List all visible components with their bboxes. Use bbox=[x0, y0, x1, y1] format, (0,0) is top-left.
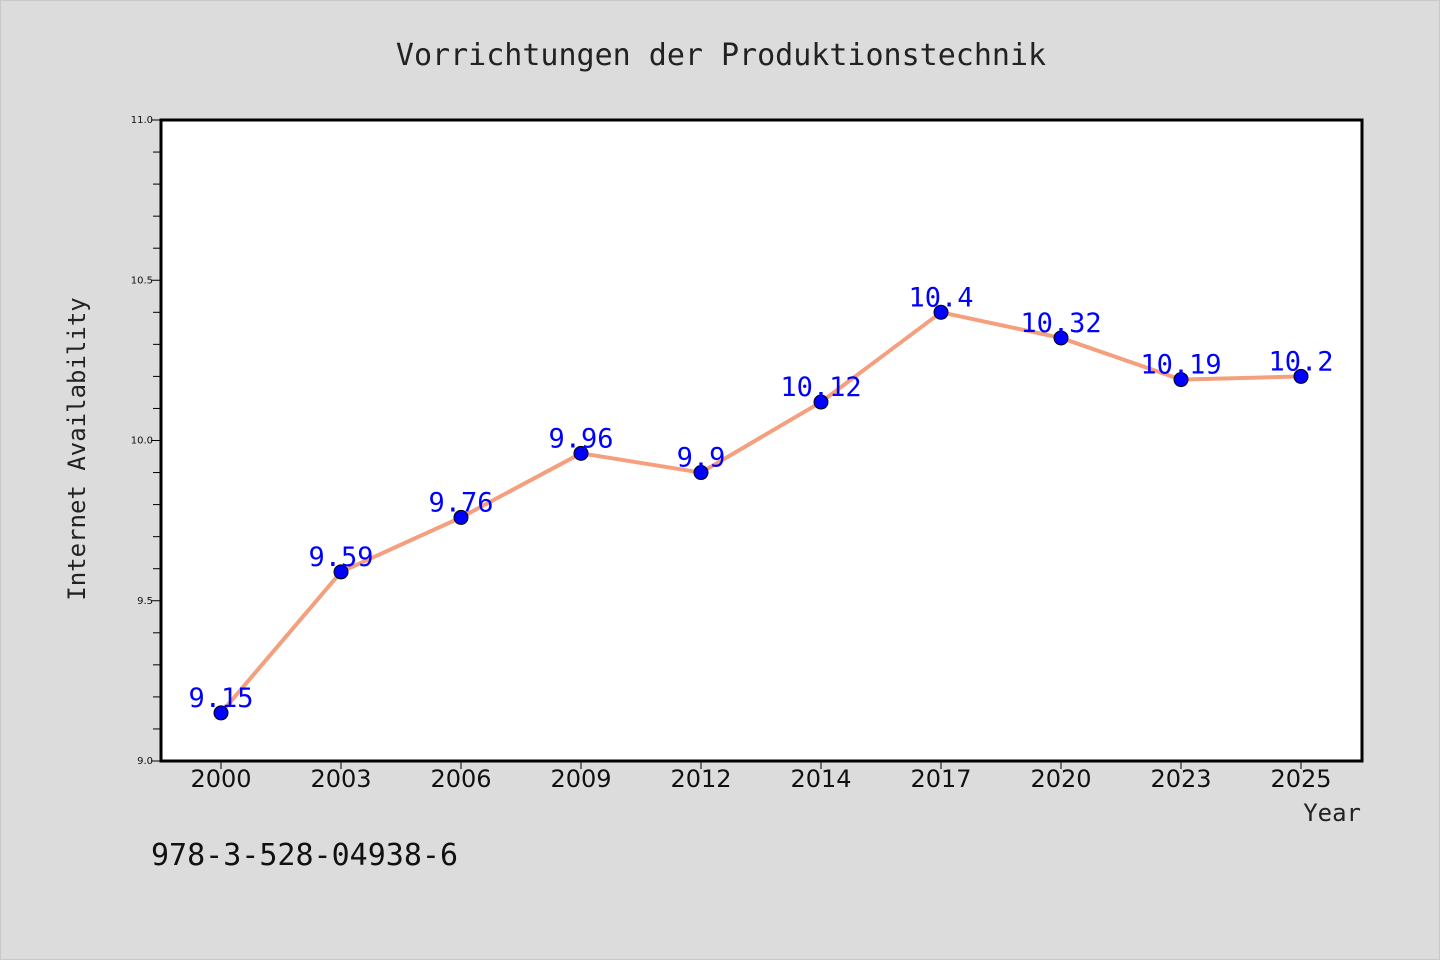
data-point bbox=[933, 304, 949, 320]
x-tick-label: 2025 bbox=[1270, 765, 1331, 793]
data-label: 9.96 bbox=[548, 423, 613, 454]
data-point bbox=[453, 509, 469, 525]
data-point bbox=[693, 465, 709, 481]
plot-area bbox=[159, 118, 1364, 763]
y-axis-label: Internet Availability bbox=[63, 297, 91, 600]
y-tick-label: 11.0 bbox=[131, 115, 153, 126]
data-label: 10.2 bbox=[1268, 346, 1333, 377]
x-axis-label: Year bbox=[1303, 799, 1361, 827]
x-tick-label: 2012 bbox=[670, 765, 731, 793]
x-tick-label: 2017 bbox=[910, 765, 971, 793]
y-tick-label: 10.5 bbox=[131, 275, 153, 286]
data-point bbox=[1293, 368, 1309, 384]
data-label: 9.9 bbox=[677, 443, 726, 474]
x-tick-label: 2000 bbox=[190, 765, 251, 793]
isbn-annotation: 978-3-528-04938-6 bbox=[151, 838, 458, 873]
x-tick-label: 2014 bbox=[790, 765, 851, 793]
x-tick-label: 2023 bbox=[1150, 765, 1211, 793]
y-tick-label: 9.0 bbox=[137, 756, 153, 767]
data-point bbox=[213, 705, 229, 721]
x-axis: 2000 2003 2006 2009 2012 2014 2017 2020 2023 2025 bbox=[190, 761, 1332, 793]
data-point bbox=[1173, 372, 1189, 388]
series-line bbox=[219, 310, 1303, 715]
data-label: 9.15 bbox=[188, 683, 253, 714]
x-tick-label: 2009 bbox=[550, 765, 611, 793]
data-label: 9.76 bbox=[428, 487, 493, 518]
y-axis: 9.0 9.5 10.0 10.5 11.0 bbox=[131, 115, 161, 767]
data-point bbox=[573, 445, 589, 461]
data-point bbox=[813, 394, 829, 410]
chart-title: Vorrichtungen der Produktionstechnik bbox=[396, 38, 1046, 73]
data-labels-group: 9.15 9.59 9.76 9.96 9.9 10.12 10.4 10.32 10.19 10… bbox=[188, 282, 1333, 714]
data-point bbox=[333, 564, 349, 580]
data-label: 10.32 bbox=[1020, 308, 1101, 339]
data-label: 10.12 bbox=[780, 372, 861, 403]
y-tick-label: 9.5 bbox=[137, 596, 153, 607]
y-tick-label: 10.0 bbox=[131, 436, 153, 447]
x-tick-label: 2006 bbox=[430, 765, 491, 793]
series-group bbox=[213, 304, 1309, 721]
data-point bbox=[1053, 330, 1069, 346]
data-label: 9.59 bbox=[308, 542, 373, 573]
x-tick-label: 2020 bbox=[1030, 765, 1091, 793]
data-label: 10.19 bbox=[1140, 350, 1221, 381]
x-tick-label: 2003 bbox=[310, 765, 371, 793]
data-label: 10.4 bbox=[908, 282, 973, 313]
